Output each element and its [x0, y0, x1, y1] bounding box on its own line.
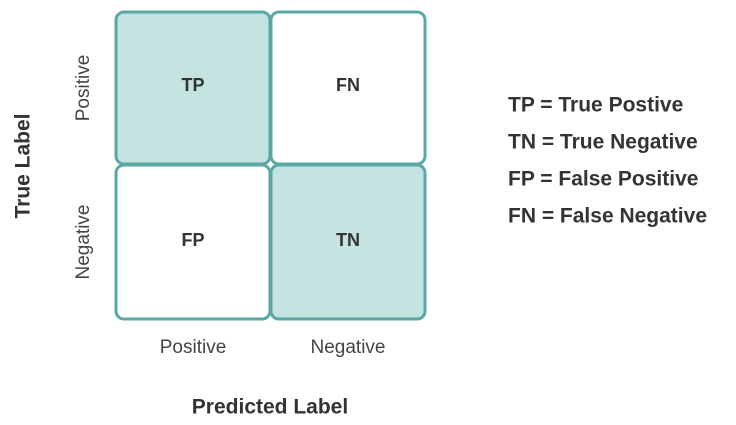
- legend-entry: TN = True Negative: [508, 131, 698, 154]
- y-label: Positive: [73, 55, 94, 122]
- x-label: Negative: [311, 337, 386, 358]
- y-title: True Label: [12, 113, 35, 218]
- cell: [269, 163, 427, 321]
- cell-label: TP: [181, 75, 204, 95]
- x-label: Positive: [160, 337, 227, 358]
- y-label: Negative: [73, 205, 94, 280]
- legend-entry: TP = True Postive: [508, 94, 683, 117]
- cell-label: TN: [336, 230, 360, 250]
- legend-entry: FP = False Positive: [508, 168, 698, 191]
- cell-label: FP: [181, 230, 204, 250]
- cell-label: FN: [336, 75, 360, 95]
- x-title: Predicted Label: [192, 396, 348, 419]
- legend-entry: FN = False Negative: [508, 205, 707, 228]
